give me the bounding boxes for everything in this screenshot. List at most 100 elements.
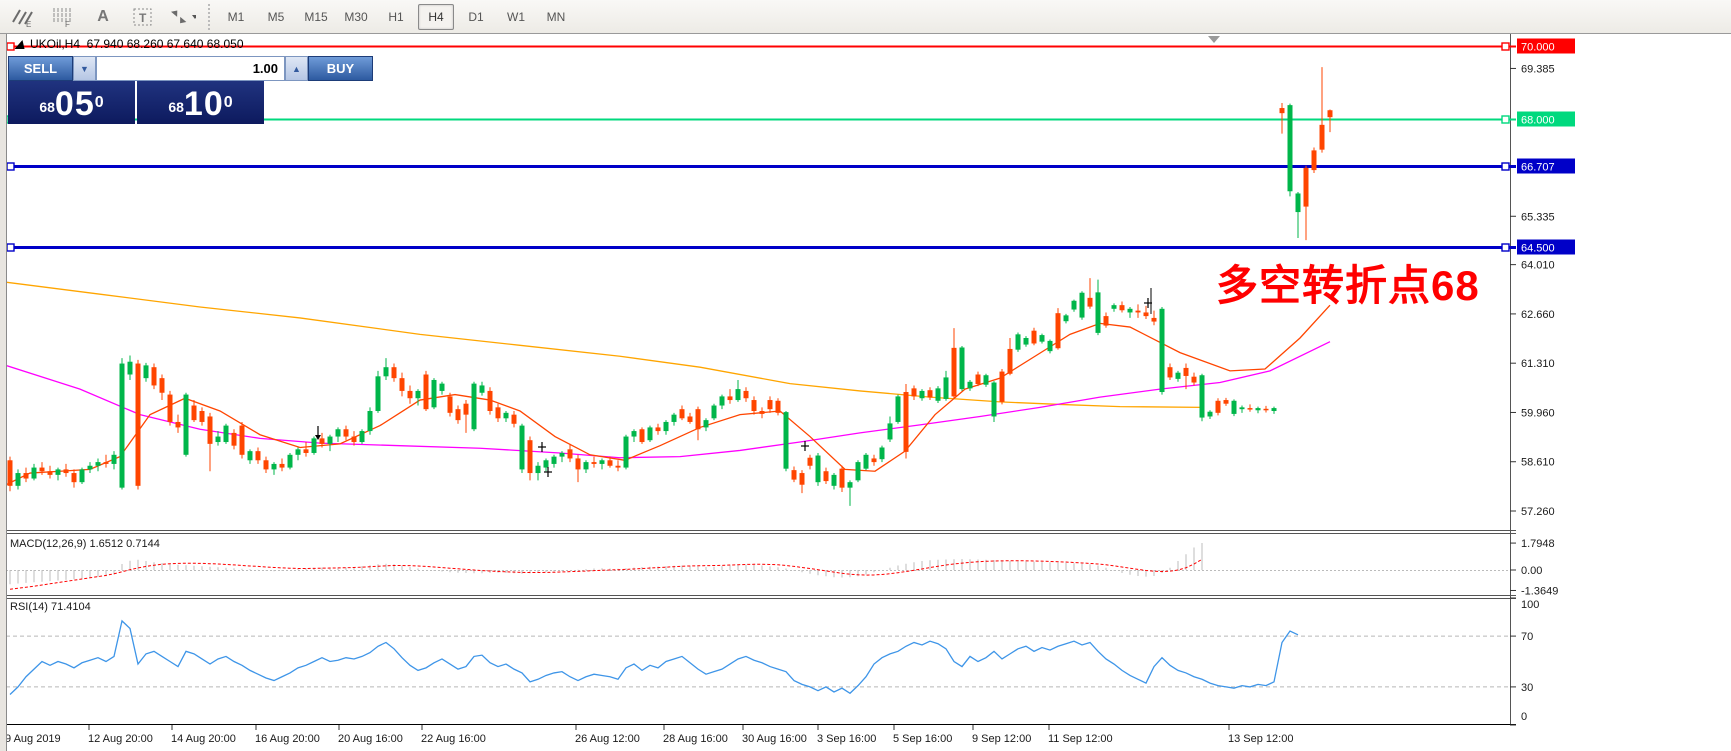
timeframe-button-M15[interactable]: M15 (304, 9, 328, 24)
x-axis-label: 9 Sep 12:00 (972, 733, 1031, 745)
candle (1055, 313, 1061, 349)
chart-shift-marker-icon[interactable] (1208, 36, 1220, 43)
candle (495, 407, 501, 419)
hline-handle[interactable] (6, 42, 15, 51)
hline-handle[interactable] (1501, 162, 1510, 171)
candle (1063, 315, 1069, 322)
timeframe-button-M5[interactable]: M5 (267, 9, 285, 24)
indicators-hatch-icon[interactable]: E (10, 5, 36, 29)
timeframe-toolbar: M1 M5 M15 M30 H1 H4 D1 W1 MN (218, 3, 574, 30)
candle (1135, 310, 1141, 313)
hline-handle[interactable] (1501, 243, 1510, 252)
candle (663, 421, 669, 432)
letter-a-text-icon[interactable]: A (97, 7, 109, 25)
arrow-down-marker-icon[interactable] (315, 435, 321, 440)
price-badge-label: 68.000 (1521, 115, 1555, 127)
rsi-line (9, 619, 1299, 695)
candle (279, 463, 285, 468)
timeframe-button-M1[interactable]: M1 (227, 9, 245, 24)
candle (1255, 408, 1261, 411)
candle (911, 388, 917, 397)
candle (1127, 308, 1133, 313)
sort-arrows-icon[interactable] (170, 5, 196, 29)
candle (655, 427, 661, 432)
candle (599, 460, 605, 464)
candle (1207, 411, 1213, 417)
grid-icon[interactable]: F (50, 5, 76, 29)
candle (1119, 305, 1125, 311)
candle (1023, 338, 1029, 345)
y-axis-label: 57.260 (1521, 506, 1555, 518)
ask-price-display[interactable]: 68 10 0 (137, 81, 264, 124)
x-axis-label: 14 Aug 20:00 (171, 733, 236, 745)
timeframe-button-M30[interactable]: M30 (344, 9, 368, 24)
candle (255, 451, 261, 461)
candle (1271, 408, 1277, 411)
candle (375, 376, 381, 411)
candle (95, 462, 101, 466)
candle (647, 427, 653, 441)
candle (895, 396, 901, 422)
candle (959, 347, 965, 390)
timeframe-button-W1[interactable]: W1 (507, 9, 525, 24)
ma-line-fast_red (0, 304, 1331, 489)
bid-price-display[interactable]: 68 05 0 (8, 81, 135, 124)
price-badge-label: 64.500 (1521, 243, 1555, 255)
volume-decrease-button[interactable]: ▼ (73, 56, 96, 81)
timeframe-button-H4[interactable]: H4 (418, 3, 454, 30)
candle (351, 436, 357, 443)
candle (319, 438, 325, 444)
x-axis-label: 16 Aug 20:00 (255, 733, 320, 745)
hline-handle[interactable] (1501, 42, 1510, 51)
candle (455, 409, 461, 421)
candle (511, 414, 517, 424)
candle (767, 400, 773, 410)
candle (87, 465, 93, 470)
x-axis-label: 20 Aug 16:00 (338, 733, 403, 745)
hline-handle[interactable] (6, 162, 15, 171)
candle (103, 462, 109, 464)
candle (943, 377, 949, 399)
timeframe-button-D1[interactable]: D1 (468, 9, 484, 24)
candle (1319, 124, 1325, 150)
timeframe-button-H1[interactable]: H1 (388, 9, 404, 24)
candle (191, 405, 197, 421)
window-left-edge (0, 33, 7, 751)
candle (399, 378, 405, 391)
sell-button[interactable]: SELL (8, 56, 73, 81)
chart-annotation-text: 多空转折点68 (1216, 262, 1480, 309)
candle (687, 416, 693, 422)
candle (791, 470, 797, 480)
candle (327, 436, 333, 444)
bid-price-whole: 68 (39, 99, 55, 115)
candle (1103, 316, 1109, 326)
buy-button[interactable]: BUY (308, 56, 373, 81)
candle (671, 414, 677, 422)
candle (1047, 340, 1053, 352)
candle (591, 462, 597, 464)
ask-price-point: 0 (223, 94, 233, 111)
candle (919, 390, 925, 399)
candle (1239, 407, 1245, 410)
candle (887, 423, 893, 440)
timeframe-button-MN[interactable]: MN (546, 9, 566, 24)
candle (431, 379, 437, 408)
volume-increase-button[interactable]: ▲ (285, 56, 308, 81)
ma-line-slow_orange (0, 280, 1204, 408)
candle (383, 367, 389, 377)
candle (1071, 300, 1077, 310)
candle (735, 389, 741, 401)
text-box-icon[interactable]: T (130, 5, 156, 29)
y-axis-label: 58.610 (1521, 457, 1555, 469)
candle (1327, 110, 1333, 118)
volume-input[interactable] (96, 56, 285, 81)
candle (207, 416, 213, 444)
hline-handle[interactable] (1501, 115, 1510, 124)
x-axis-label: 28 Aug 16:00 (663, 733, 728, 745)
price-badge (1517, 38, 1575, 54)
candle (807, 457, 813, 466)
hline-handle[interactable] (6, 243, 15, 252)
candle (719, 396, 725, 406)
